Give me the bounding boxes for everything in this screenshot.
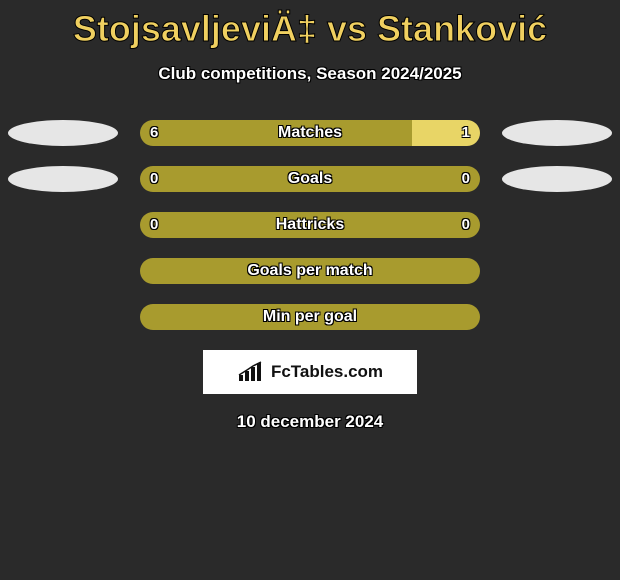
player1-value: 0 xyxy=(150,212,158,238)
stat-row: Min per goal xyxy=(140,304,480,330)
stat-bar: Matches6 1 xyxy=(140,120,480,146)
stat-label: Goals per match xyxy=(140,258,480,284)
player2-oval xyxy=(502,166,612,192)
bars-icon xyxy=(237,361,265,383)
page-title: StojsavljeviÄ‡ vs Stanković xyxy=(0,0,620,50)
player1-value: 0 xyxy=(150,166,158,192)
stat-label: Hattricks xyxy=(140,212,480,238)
player2-oval xyxy=(502,120,612,146)
player1-value: 6 xyxy=(150,120,158,146)
player1-oval xyxy=(8,120,118,146)
source-badge[interactable]: FcTables.com xyxy=(203,350,417,394)
stat-row: Hattricks0 0 xyxy=(140,212,480,238)
stat-bar: Goals0 0 xyxy=(140,166,480,192)
stat-row: Matches6 1 xyxy=(140,120,480,146)
stat-label: Goals xyxy=(140,166,480,192)
comparison-rows: Matches61Goals00Hattricks00Goals per mat… xyxy=(0,120,620,330)
player2-value: 0 xyxy=(462,212,470,238)
stat-label: Matches xyxy=(140,120,480,146)
comparison-card: StojsavljeviÄ‡ vs Stanković Club competi… xyxy=(0,0,620,580)
date-label: 10 december 2024 xyxy=(0,412,620,432)
stat-bar: Min per goal xyxy=(140,304,480,330)
player1-oval xyxy=(8,166,118,192)
source-badge-text: FcTables.com xyxy=(271,362,383,382)
player2-value: 1 xyxy=(462,120,470,146)
stat-bar: Hattricks0 0 xyxy=(140,212,480,238)
stat-row: Goals0 0 xyxy=(140,166,480,192)
player2-value: 0 xyxy=(462,166,470,192)
stat-row: Goals per match xyxy=(140,258,480,284)
subtitle: Club competitions, Season 2024/2025 xyxy=(0,64,620,84)
stat-bar: Goals per match xyxy=(140,258,480,284)
stat-label: Min per goal xyxy=(140,304,480,330)
